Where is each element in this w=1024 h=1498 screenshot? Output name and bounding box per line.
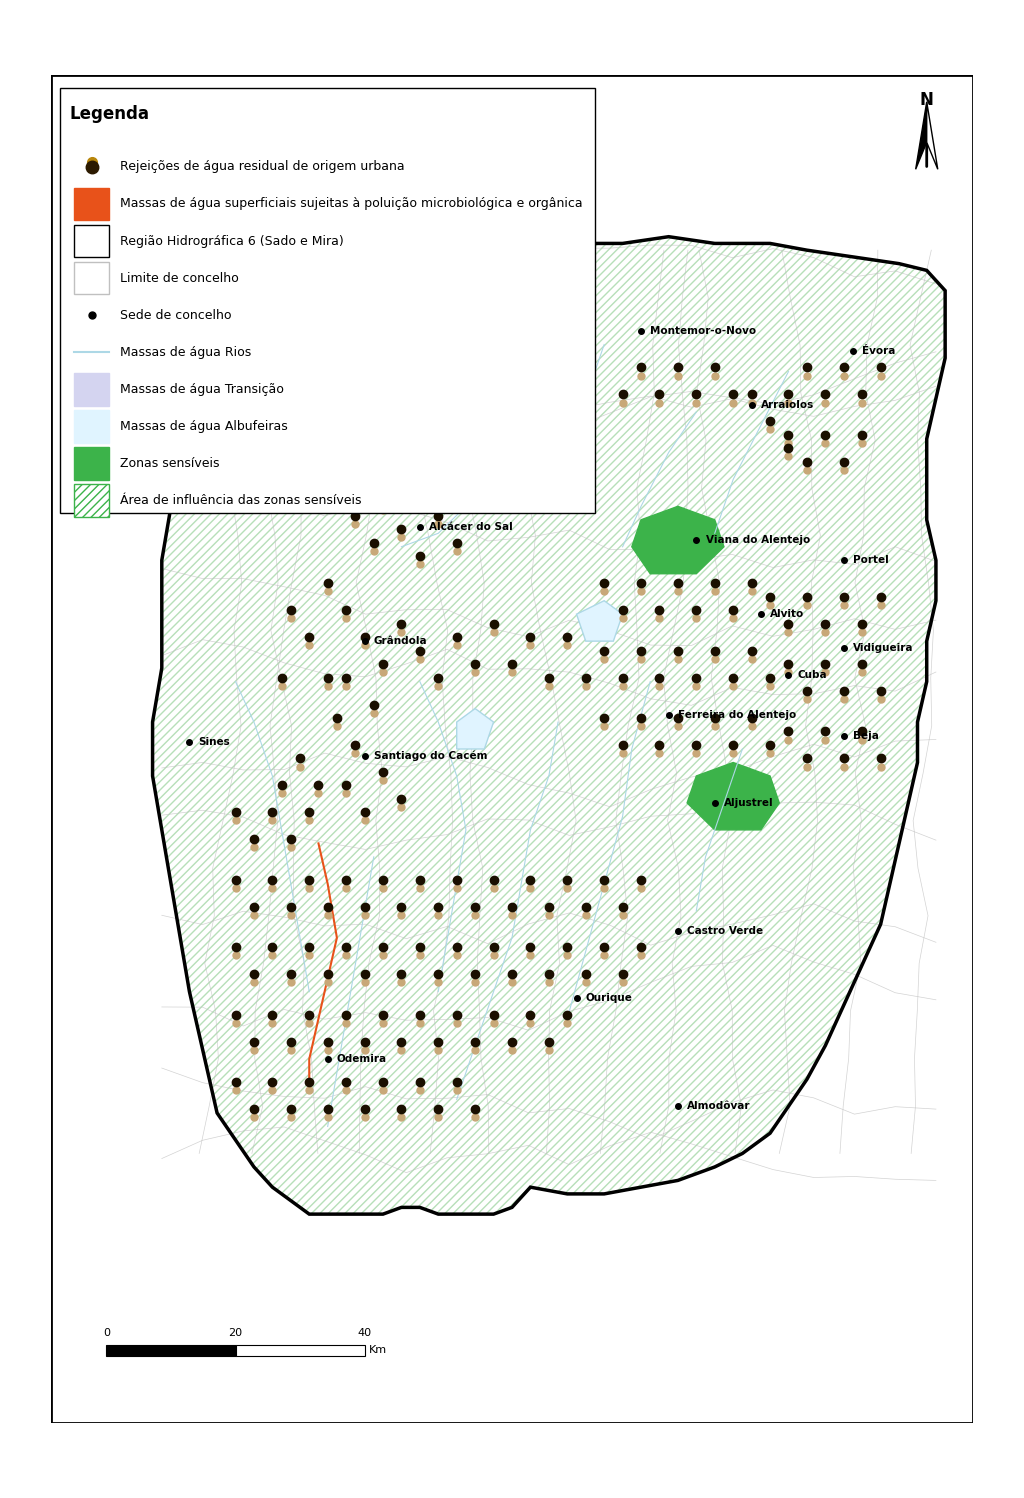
Text: Montemor-o-Novo: Montemor-o-Novo (650, 327, 757, 336)
Bar (75, 262, 110, 294)
Text: 20: 20 (228, 1329, 243, 1338)
Text: Km: Km (370, 1345, 387, 1356)
Text: Arraiolos: Arraiolos (761, 400, 814, 410)
Text: Santiago do Cacém: Santiago do Cacém (374, 750, 487, 761)
Text: Palmela: Palmela (245, 421, 292, 430)
Text: Grândola: Grândola (374, 637, 427, 646)
Text: Sesimbra: Sesimbra (134, 502, 189, 511)
Polygon shape (457, 709, 494, 749)
Text: Massas de água Transição: Massas de água Transição (121, 383, 285, 395)
Polygon shape (915, 102, 927, 169)
Text: Cuba: Cuba (798, 670, 827, 680)
Text: Portel: Portel (853, 556, 889, 565)
Text: Limite de concelho: Limite de concelho (121, 271, 239, 285)
Text: Vendas Novas: Vendas Novas (447, 354, 529, 363)
Text: Massas de água Rios: Massas de água Rios (121, 346, 252, 360)
Text: 40: 40 (357, 1329, 372, 1338)
Text: Área de influência das zonas sensíveis: Área de influência das zonas sensíveis (121, 494, 361, 508)
Text: N: N (920, 90, 934, 108)
Polygon shape (217, 439, 328, 493)
Text: Castro Verde: Castro Verde (687, 926, 763, 936)
Polygon shape (632, 506, 724, 574)
Text: Alvito: Alvito (770, 610, 804, 619)
Text: Vidigueira: Vidigueira (853, 643, 913, 653)
Text: Alcácer do Sal: Alcácer do Sal (429, 521, 513, 532)
Bar (236, 1345, 365, 1356)
Text: Almodôvar: Almodôvar (687, 1101, 751, 1112)
Text: Viana do Alentejo: Viana do Alentejo (706, 535, 810, 545)
Text: Sines: Sines (199, 737, 230, 748)
Text: Massas de água Albufeiras: Massas de água Albufeiras (121, 419, 288, 433)
Text: Montijo: Montijo (300, 319, 344, 330)
Polygon shape (927, 102, 938, 169)
FancyBboxPatch shape (60, 88, 595, 512)
Bar (106, 1345, 236, 1356)
Bar (75, 225, 110, 258)
Text: Aljustrel: Aljustrel (724, 798, 773, 807)
Bar (75, 410, 110, 442)
Text: Ourique: Ourique (586, 993, 633, 1004)
Text: Beja: Beja (853, 731, 879, 740)
Bar (75, 484, 110, 517)
Text: Ferreira do Alentejo: Ferreira do Alentejo (678, 710, 796, 721)
Text: Sede de concelho: Sede de concelho (121, 309, 231, 322)
Text: 0: 0 (103, 1329, 110, 1338)
Polygon shape (226, 385, 401, 506)
Text: Setúbal: Setúbal (236, 448, 281, 457)
Text: Legenda: Legenda (70, 105, 150, 123)
Text: Sesimbra: Sesimbra (106, 488, 162, 497)
Text: Zonas sensíveis: Zonas sensíveis (121, 457, 220, 470)
Text: Região Hidrográfica 6 (Sado e Mira): Região Hidrográfica 6 (Sado e Mira) (121, 235, 344, 247)
Text: Odemira: Odemira (337, 1055, 387, 1064)
Text: Massas de água superficiais sujeitas à poluição microbiológica e orgânica: Massas de água superficiais sujeitas à p… (121, 198, 583, 211)
Bar (75, 187, 110, 220)
Polygon shape (97, 237, 945, 1213)
Bar (75, 448, 110, 479)
Polygon shape (577, 601, 623, 641)
Polygon shape (687, 762, 779, 830)
Bar (75, 373, 110, 406)
Text: Rejeições de água residual de origem urbana: Rejeições de água residual de origem urb… (121, 160, 404, 174)
Text: Évora: Évora (862, 346, 896, 357)
